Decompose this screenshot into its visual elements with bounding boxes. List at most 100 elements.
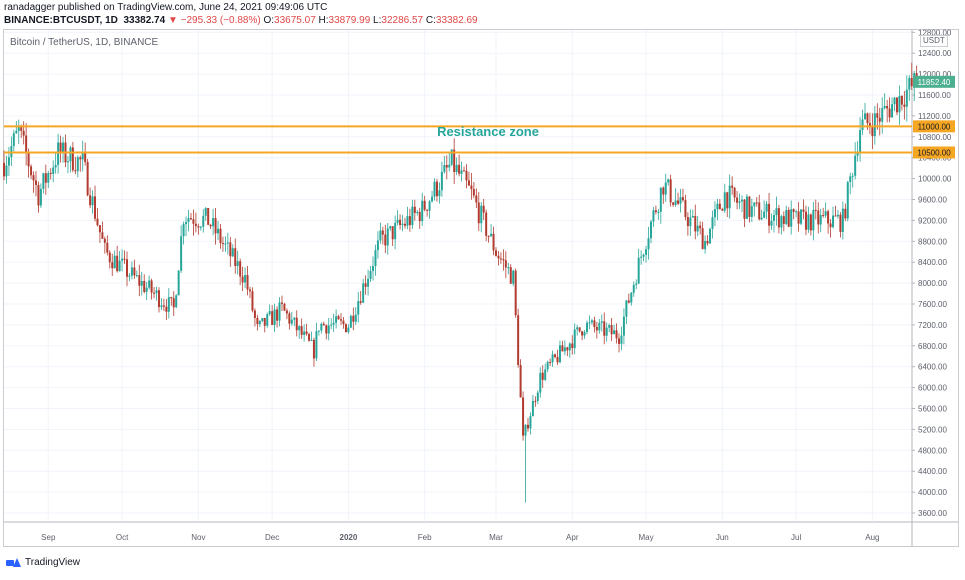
candle-body (145, 287, 148, 292)
candle-body (5, 165, 8, 177)
candle-body (534, 400, 537, 402)
resistance-price-tag (913, 120, 955, 133)
candle-body (706, 240, 709, 244)
candle-body (251, 291, 254, 311)
candle-body (15, 130, 18, 134)
current-price-label: 11852.40 (918, 78, 951, 87)
candle-body (763, 211, 766, 218)
candle-body (797, 211, 800, 224)
candle-body (600, 321, 603, 323)
candle-body (108, 252, 111, 263)
symbol: BINANCE:BTCUSDT, 1D (4, 15, 118, 26)
candle-body (42, 173, 45, 189)
candle-body (608, 325, 611, 328)
candle-body (101, 232, 104, 239)
candle-body (239, 261, 242, 277)
candle-body (824, 211, 827, 216)
chart-frame[interactable] (3, 29, 959, 547)
candle-body (57, 142, 60, 165)
candle-body (445, 165, 448, 168)
candle-body (595, 327, 598, 331)
candle-body (482, 205, 485, 213)
candle-body (133, 267, 136, 276)
candle-body (677, 200, 680, 204)
candle-body (25, 135, 28, 153)
candle-body (556, 356, 559, 363)
candle-body (571, 343, 574, 349)
y-tick-label: 8400.00 (918, 258, 947, 267)
candle-body (524, 424, 527, 436)
candle-body (241, 276, 244, 283)
candle-body (438, 190, 441, 197)
candle-body (642, 254, 645, 257)
candle-body (768, 203, 771, 226)
candle-body (39, 188, 42, 206)
candle-body (47, 172, 50, 183)
candle-body (829, 223, 832, 228)
candle-body (431, 196, 434, 202)
candle-body (160, 305, 163, 308)
candle-body (819, 214, 822, 225)
last-price: 33382.74 (123, 15, 166, 26)
candle-body (96, 218, 99, 226)
candle-body (674, 200, 677, 205)
candle-body (723, 192, 726, 211)
y-tick-label: 6800.00 (918, 342, 947, 351)
candle-body (704, 240, 707, 250)
candle-body (541, 372, 544, 380)
x-tick-label: Jun (716, 533, 729, 542)
candle-body (900, 96, 903, 105)
candle-body (765, 203, 768, 212)
candle-body (635, 283, 638, 285)
candle-body (372, 266, 374, 271)
candle-body (770, 220, 773, 226)
candle-body (632, 284, 635, 293)
candle-body (701, 228, 704, 250)
candle-body (89, 195, 92, 206)
candle-body (3, 162, 5, 177)
candle-body (332, 322, 335, 325)
candle-body (140, 280, 143, 286)
candle-body (27, 152, 30, 167)
candle-body (273, 309, 276, 325)
candle-body (170, 297, 173, 299)
candle-body (470, 185, 473, 190)
candle-body (637, 257, 640, 284)
candle-body (841, 208, 844, 232)
candle-body (325, 325, 328, 334)
candle-body (202, 215, 205, 227)
candle-body (278, 302, 281, 321)
candle-body (477, 202, 480, 224)
candle-body (662, 187, 665, 195)
candle-body (558, 345, 561, 363)
candle-body (305, 331, 308, 335)
candle-body (790, 209, 793, 227)
candle-body (755, 202, 758, 204)
candle-body (379, 230, 382, 241)
candle-body (844, 208, 847, 219)
resistance-price-label: 10500.00 (917, 148, 951, 157)
candle-body (315, 331, 318, 359)
candle-body (214, 218, 217, 234)
candle-body (189, 218, 192, 220)
candle-body (337, 316, 340, 320)
candle-body (669, 179, 672, 203)
candle-body (408, 216, 411, 226)
candle-body (859, 130, 862, 153)
candle-body (340, 319, 343, 321)
candle-body (502, 259, 505, 261)
candle-body (514, 270, 517, 316)
candle-body (280, 302, 283, 304)
y-tick-label: 12800.00 (918, 28, 952, 37)
candle-body (312, 339, 315, 359)
close-value: 33382.69 (435, 15, 478, 26)
y-tick-label: 11600.00 (918, 91, 951, 100)
candle-body (490, 233, 493, 237)
candle-body (787, 209, 790, 227)
x-tick-label: Feb (418, 533, 432, 542)
candle-body (62, 142, 65, 154)
candle-body (814, 209, 817, 211)
candle-body (288, 313, 291, 324)
candle-body (271, 311, 274, 325)
